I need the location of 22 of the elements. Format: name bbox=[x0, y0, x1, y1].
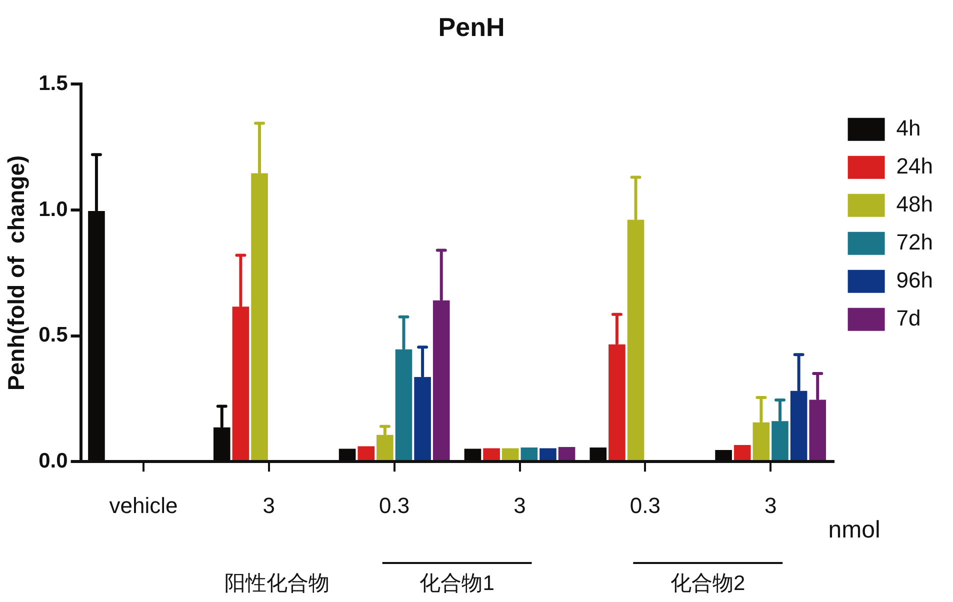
x-tick-label: 3 bbox=[262, 492, 276, 518]
x-tick-label: 3 bbox=[764, 492, 777, 518]
legend-label: 24h bbox=[896, 153, 934, 178]
y-axis-title: Penh(fold of change) bbox=[3, 155, 30, 390]
chart-title: PenH bbox=[438, 12, 505, 42]
legend-label: 7d bbox=[896, 305, 921, 330]
legend-label: 4h bbox=[896, 115, 921, 140]
text: 化合物1 bbox=[420, 572, 494, 595]
y-tick-label: 0.0 bbox=[38, 449, 68, 472]
y-tick-label: 1.5 bbox=[38, 72, 68, 95]
legend-label: 48h bbox=[896, 191, 934, 216]
text: 化合物2 bbox=[670, 572, 746, 595]
x-tick-label: 3 bbox=[514, 492, 526, 518]
y-tick-label: 0.5 bbox=[38, 324, 68, 347]
legend-label: 72h bbox=[896, 229, 934, 254]
text: nmol bbox=[828, 516, 880, 544]
legend-label: 96h bbox=[896, 267, 934, 292]
x-tick-label: 0.3 bbox=[379, 492, 410, 518]
y-tick-label: 1.0 bbox=[38, 198, 68, 221]
text: 阳性化合物 bbox=[224, 572, 330, 595]
x-tick-label: 0.3 bbox=[630, 492, 660, 518]
x-tick-label: vehicle bbox=[109, 492, 178, 518]
